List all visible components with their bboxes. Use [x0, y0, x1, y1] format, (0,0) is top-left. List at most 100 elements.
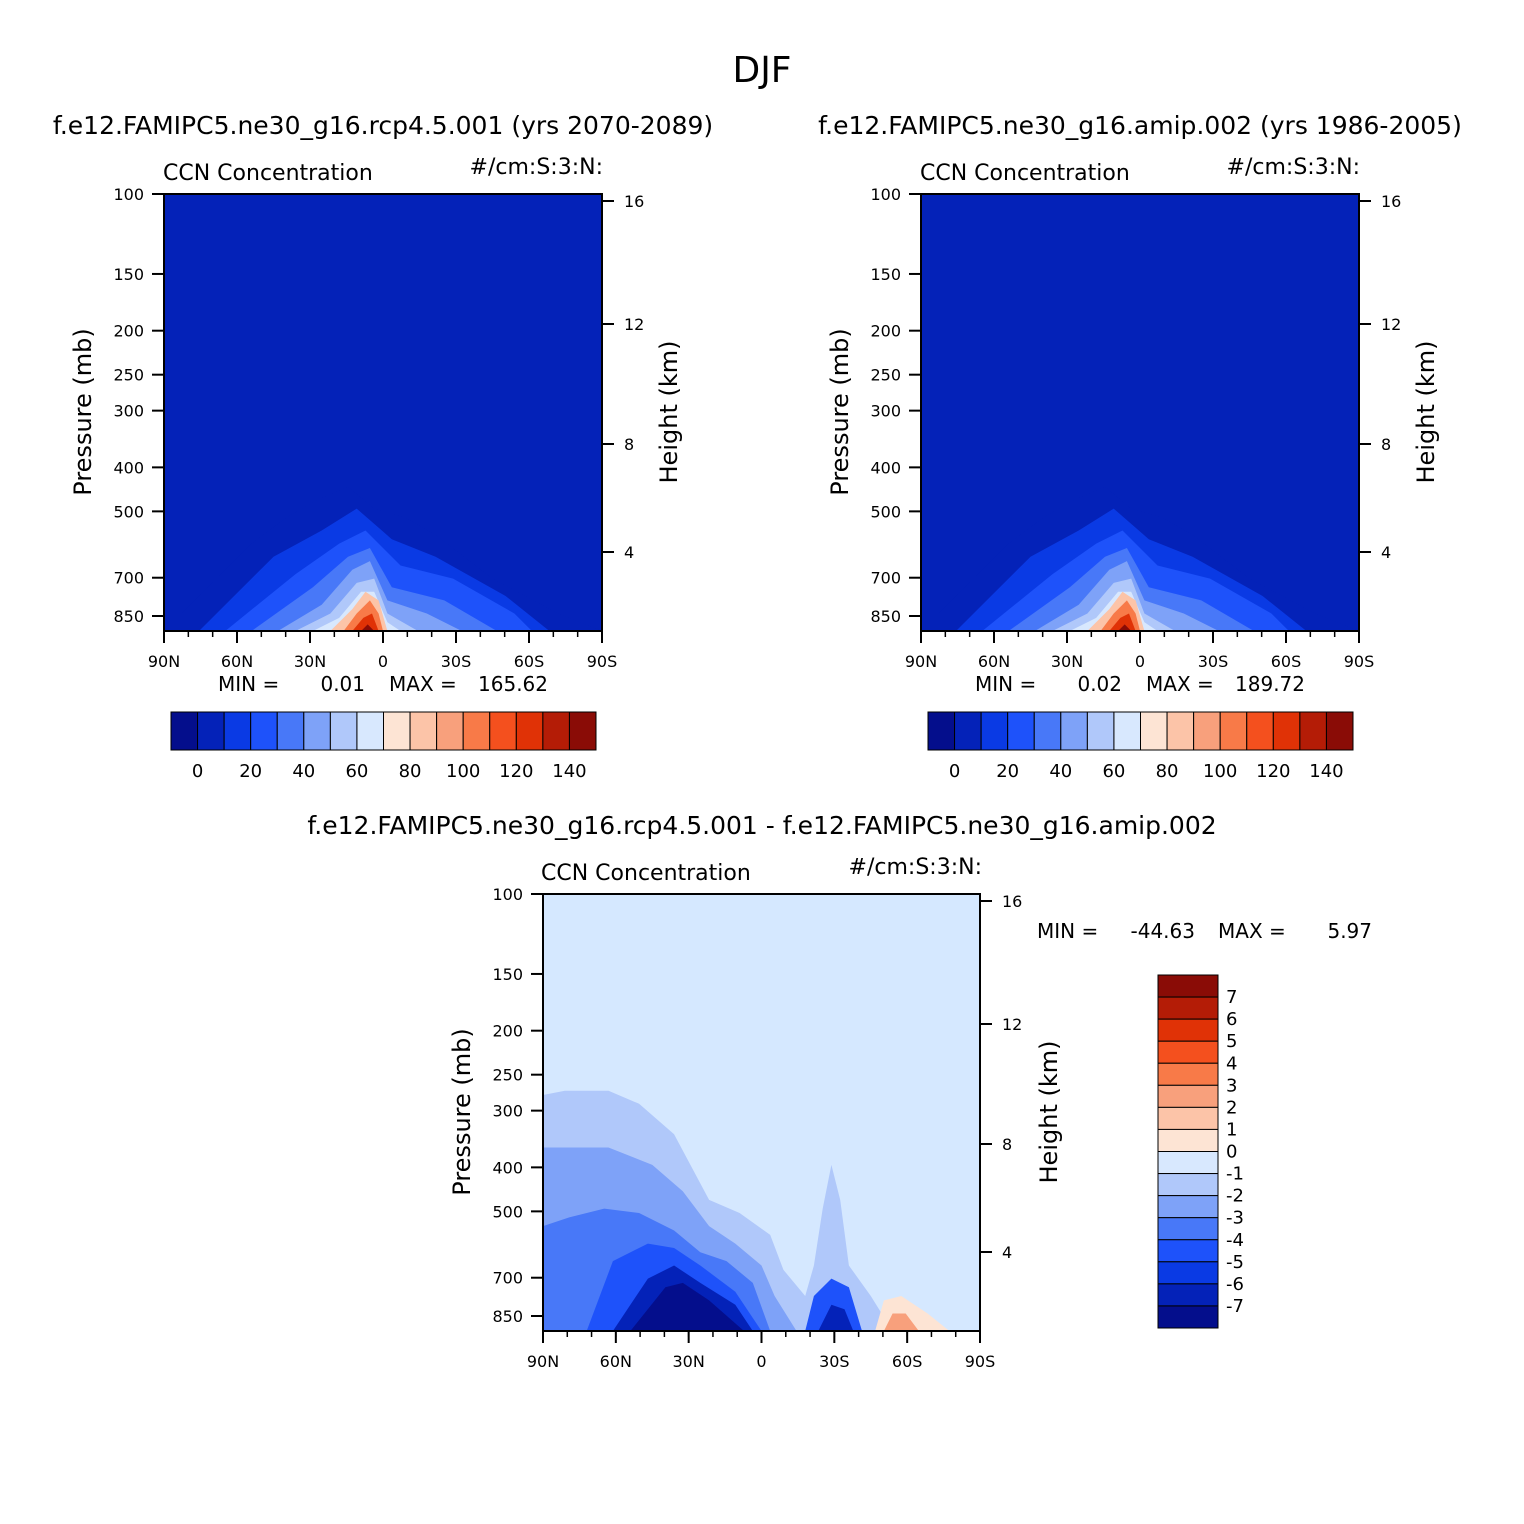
- panel-rcp45-max-label: MAX =: [389, 672, 457, 696]
- panel-amip-contour-9: [1109, 613, 1136, 631]
- panel-amip-colorbar-box-1: [954, 711, 982, 751]
- panel-difference-colorbar-box-3: [1157, 1040, 1219, 1064]
- panel-amip-ytick-label-3: 250: [870, 366, 901, 385]
- panel-rcp45-ytick-label-7: 700: [113, 569, 144, 588]
- panel-difference-ytick-label-8: 850: [492, 1307, 523, 1326]
- panel-amip-colorbar-box-6: [1086, 711, 1115, 751]
- panel-rcp45-ytick-label-0: 100: [113, 185, 144, 204]
- panel-difference-units: #/cm:S:3:N:: [849, 855, 982, 880]
- panel-amip: f.e12.FAMIPC5.ne30_g16.amip.002 (yrs 198…: [818, 111, 1462, 782]
- panel-rcp45-min-label: MIN =: [218, 672, 279, 696]
- panel-amip-ytick-right-label-0: 16: [1381, 192, 1401, 211]
- panel-rcp45-ytick-label-6: 500: [113, 502, 144, 521]
- panel-amip-colorbar-label-2: 40: [1049, 761, 1072, 782]
- panel-rcp45-max-value: 165.62: [478, 672, 548, 696]
- panel-difference-colorbar-box-1: [1157, 996, 1219, 1020]
- panel-rcp45-ytick-right-label-2: 8: [624, 435, 634, 454]
- panel-amip-case-title: f.e12.FAMIPC5.ne30_g16.amip.002 (yrs 198…: [818, 111, 1462, 140]
- panel-rcp45-ylabel: Pressure (mb): [69, 328, 97, 495]
- panel-amip-colorbar-box-0: [927, 711, 956, 751]
- panel-difference-xtick-label-5: 60S: [892, 1352, 923, 1371]
- panel-difference-plot-area: [542, 893, 981, 1332]
- panel-amip-colorbar-label-0: 0: [949, 761, 960, 782]
- panel-amip-colorbar-label-4: 80: [1156, 761, 1179, 782]
- panel-amip-colorbar-box-13: [1272, 711, 1301, 751]
- panel-rcp45-min-value: 0.01: [320, 672, 365, 696]
- panel-difference-ytick-right-label-0: 16: [1002, 892, 1022, 911]
- panel-difference-colorbar-box-12: [1157, 1239, 1219, 1263]
- panel-difference-ytick-right-label-1: 12: [1002, 1015, 1022, 1034]
- panel-rcp45-colorbar-box-12: [489, 711, 517, 751]
- panel-rcp45-units: #/cm:S:3:N:: [470, 155, 603, 180]
- panel-amip-contour-10: [1118, 624, 1132, 631]
- figure-title: DJF: [732, 50, 791, 91]
- panel-difference-ylabel-right: Height (km): [1035, 1041, 1063, 1184]
- panel-rcp45-colorbar-label-7: 140: [552, 761, 586, 782]
- panel-difference-colorbar-box-4: [1157, 1062, 1219, 1086]
- panel-difference-variable-label: CCN Concentration: [541, 861, 751, 886]
- panel-rcp45-colorbar: 0 20 40 60 80 100 120 140: [170, 711, 597, 782]
- panel-rcp45-colorbar-box-10: [436, 711, 464, 751]
- panel-difference-colorbar-box-7: [1157, 1128, 1219, 1152]
- panel-amip-ylabel-right: Height (km): [1412, 341, 1440, 484]
- panel-rcp45-colorbar-box-5: [303, 711, 331, 751]
- panel-rcp45-xtick-label-3: 0: [378, 652, 388, 671]
- panel-difference-ytick-label-1: 150: [492, 965, 523, 984]
- panel-difference-xtick-label-4: 30S: [819, 1352, 850, 1371]
- panel-rcp45-variable-label: CCN Concentration: [163, 161, 373, 186]
- panel-rcp45-colorbar-box-3: [250, 711, 278, 751]
- panel-rcp45-colorbar-box-14: [542, 711, 570, 751]
- panel-amip-ytick-label-6: 500: [870, 502, 901, 521]
- panel-amip-plot-area: [920, 193, 1360, 632]
- panel-difference-case-title: f.e12.FAMIPC5.ne30_g16.rcp4.5.001 - f.e1…: [307, 811, 1216, 840]
- panel-difference-colorbar-label-1: 6: [1226, 1009, 1237, 1030]
- panel-difference-ytick-label-5: 400: [492, 1158, 523, 1177]
- panel-difference-ytick-label-2: 200: [492, 1022, 523, 1041]
- panel-difference-colorbar-box-0: [1157, 974, 1219, 998]
- panel-rcp45-contours: [164, 486, 602, 631]
- panel-amip-ytick-label-1: 150: [870, 265, 901, 284]
- panel-amip-colorbar-box-5: [1060, 711, 1088, 751]
- panel-difference-axes: 90N 60N 30N 0 30S 60S 90S 100 150 200 250 300 400 500…: [492, 885, 1022, 1371]
- panel-difference-colorbar-box-15: [1157, 1305, 1219, 1329]
- panel-amip-ytick-label-7: 700: [870, 569, 901, 588]
- panel-difference-colorbar-label-6: 1: [1226, 1119, 1237, 1140]
- panel-difference-contour-9: [883, 1313, 919, 1331]
- panel-difference-colorbar-box-8: [1157, 1151, 1219, 1175]
- panel-amip-colorbar-box-10: [1193, 711, 1221, 751]
- panel-difference-max-label: MAX =: [1218, 919, 1286, 943]
- panel-amip-contours: [921, 486, 1359, 631]
- panel-rcp45-colorbar-label-4: 80: [399, 761, 422, 782]
- panel-rcp45-ytick-label-5: 400: [113, 458, 144, 477]
- panel-amip-colorbar: 0 20 40 60 80 100 120 140: [927, 711, 1354, 782]
- panel-difference: f.e12.FAMIPC5.ne30_g16.rcp4.5.001 - f.e1…: [307, 811, 1372, 1371]
- panel-difference-colorbar-label-13: -6: [1226, 1274, 1244, 1295]
- panel-rcp45-ytick-label-3: 250: [113, 366, 144, 385]
- panel-rcp45-colorbar-box-8: [383, 711, 411, 751]
- panel-rcp45-ytick-label-1: 150: [113, 265, 144, 284]
- panel-difference-max-value: 5.97: [1327, 919, 1372, 943]
- panel-amip-xtick-label-6: 90S: [1344, 652, 1375, 671]
- panel-difference-colorbar-box-2: [1157, 1018, 1219, 1042]
- panel-difference-colorbar-label-5: 2: [1226, 1097, 1237, 1118]
- panel-amip-colorbar-box-14: [1299, 711, 1327, 751]
- panel-amip-variable-label: CCN Concentration: [920, 161, 1130, 186]
- panel-rcp45-ytick-label-8: 850: [113, 607, 144, 626]
- panel-amip-colorbar-box-8: [1140, 711, 1168, 751]
- panel-difference-colorbar-box-9: [1157, 1173, 1219, 1197]
- panel-amip-colorbar-box-2: [980, 711, 1009, 751]
- panel-amip-colorbar-box-11: [1219, 711, 1248, 751]
- panel-amip-colorbar-label-3: 60: [1102, 761, 1125, 782]
- panel-rcp45-colorbar-box-6: [329, 711, 358, 751]
- panel-amip-ytick-right-label-1: 12: [1381, 315, 1401, 334]
- panel-rcp45-colorbar-box-2: [223, 711, 252, 751]
- panel-difference-colorbar-box-6: [1157, 1106, 1219, 1130]
- panel-amip-xtick-label-4: 30S: [1198, 652, 1229, 671]
- panel-difference-colorbar-label-9: -2: [1226, 1186, 1244, 1207]
- panel-difference-colorbar-box-13: [1157, 1261, 1219, 1285]
- panel-difference-colorbar-box-5: [1157, 1084, 1219, 1108]
- panel-amip-xtick-label-5: 60S: [1271, 652, 1302, 671]
- panel-rcp45-colorbar-label-0: 0: [192, 761, 203, 782]
- panel-rcp45-ylabel-right: Height (km): [655, 341, 683, 484]
